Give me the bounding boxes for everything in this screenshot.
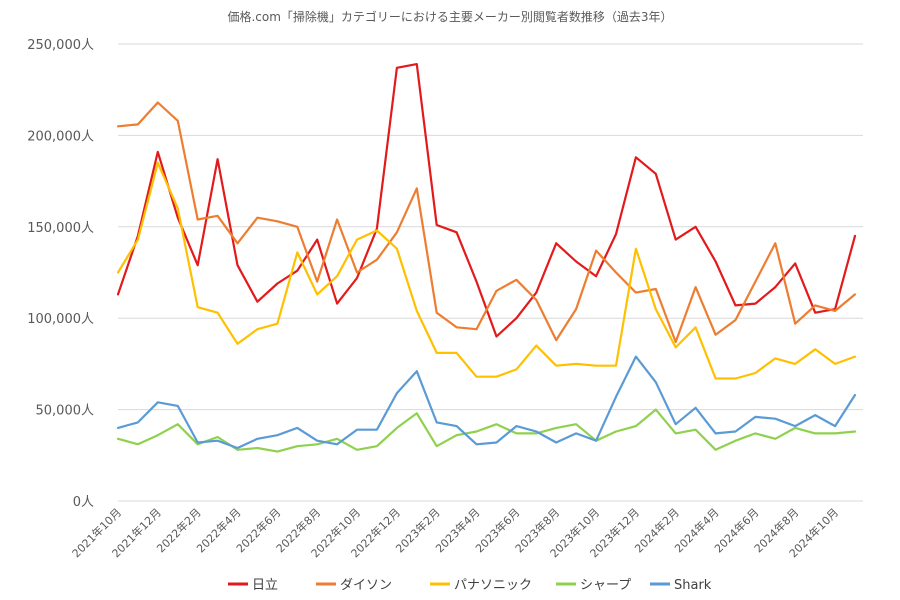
legend-label: パナソニック [454,578,532,593]
legend-label: シャープ [580,578,631,593]
x-axis: 2021年10月2021年12月2022年2月2022年4月2022年6月202… [69,505,841,560]
series-line-0 [116,62,857,338]
series-line-1 [116,101,857,344]
series-lines [116,62,857,453]
legend-label: ダイソン [340,578,392,593]
y-tick-label: 100,000人 [27,312,94,327]
y-tick-label: 50,000人 [36,404,95,419]
legend-label: 日立 [252,578,278,593]
series-line-2 [116,161,857,380]
legend-label: Shark [674,578,712,593]
series-line-4 [116,355,857,450]
gridlines [118,43,863,502]
y-tick-label: 150,000人 [27,221,94,236]
legend: 日立 ダイソン パナソニック シャープ Shark [228,578,712,593]
chart-title: 価格.com「掃除機」カテゴリーにおける主要メーカー別閲覧者数推移（過去3年） [227,10,673,24]
y-tick-label: 0人 [73,495,94,510]
series-line-3 [116,408,857,453]
y-axis: 0人 50,000人 100,000人 150,000人 200,000人 250,000… [27,38,94,510]
y-tick-label: 200,000人 [27,129,94,144]
y-tick-label: 250,000人 [27,38,94,53]
